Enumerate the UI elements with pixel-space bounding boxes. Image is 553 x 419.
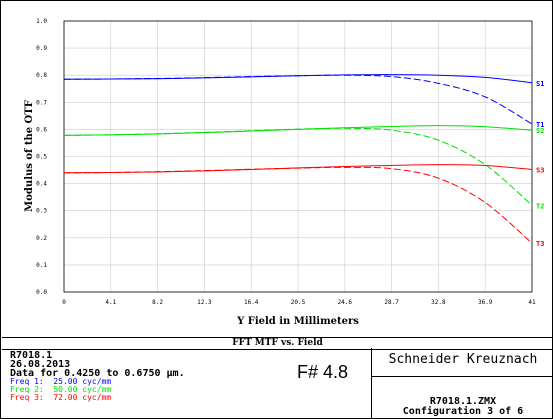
mtf-chart: 0 4.1 8.2 12.3 16.4 20.5 24.6 28.7 32.8 36.9 41 0.… (24, 18, 544, 327)
x-tick-label: 32.8 (431, 299, 446, 306)
x-tick-labels: 0 4.1 8.2 12.3 16.4 20.5 24.6 28.7 32.8 36.9 41 (62, 299, 536, 306)
y-tick-labels: 0.0 0.1 0.2 0.3 0.4 0.5 0.6 0.7 0.8 0.9 1.0 (36, 18, 47, 296)
lens-info-block: R7018.1 26.08.2013 Data for 0.4250 to 0.… (10, 351, 185, 402)
x-tick-label: 28.7 (384, 299, 399, 306)
chart-grid (63, 20, 533, 293)
series-line-t1 (63, 74, 533, 125)
series-label-t2: T2 (536, 202, 544, 210)
file-name: R7018.1.ZMX (429, 396, 497, 407)
freq-3: Freq 3: 72.00 cyc/mm (10, 393, 112, 402)
series-label-t3: T3 (536, 240, 544, 248)
y-tick-label: 0.2 (36, 235, 47, 242)
y-tick-label: 0.7 (36, 99, 47, 106)
plot-area-border (63, 20, 533, 293)
y-tick-label: 0.9 (36, 45, 47, 52)
x-tick-label: 8.2 (152, 299, 163, 306)
x-tick-label: 0 (62, 299, 66, 306)
x-tick-label: 4.1 (105, 299, 116, 306)
x-tick-label: 41 (528, 299, 536, 306)
lens-id: R7018.1 (10, 350, 53, 361)
x-axis-label: Y Field in Millimeters (236, 316, 359, 327)
series-line-t2 (63, 127, 533, 206)
series-label-s2: S2 (536, 127, 544, 135)
series-label-s1: S1 (536, 80, 544, 88)
y-tick-label: 0.6 (36, 126, 47, 133)
x-tick-label: 16.4 (244, 299, 259, 306)
series-label-s3: S3 (536, 167, 544, 175)
y-tick-label: 0.8 (36, 72, 47, 79)
x-tick-label: 20.5 (291, 299, 306, 306)
company-name: Schneider Kreuznach (388, 352, 538, 367)
x-tick-label: 24.6 (338, 299, 353, 306)
y-tick-label: 1.0 (36, 18, 47, 25)
y-tick-label: 0.5 (36, 154, 47, 161)
series-label-t1: T1 (536, 121, 544, 129)
x-tick-label: 36.9 (478, 299, 493, 306)
y-tick-label: 0.1 (36, 262, 47, 269)
freq-2: Freq 2: 50.00 cyc/mm (10, 385, 112, 394)
title-block: Schneider Kreuznach R7018.1.ZMX Configur… (371, 348, 553, 419)
f-number: F# 4.8 (297, 362, 349, 382)
y-axis-label: Modulus of the OTF (24, 100, 35, 212)
y-tick-label: 0.4 (36, 181, 47, 188)
report-date: 26.08.2013 (10, 359, 71, 370)
configuration: Configuration 3 of 6 (402, 406, 524, 417)
title-block-divider (372, 376, 553, 377)
series-lines (63, 74, 533, 244)
y-tick-label: 0.3 (36, 208, 47, 215)
freq-1: Freq 1: 25.00 cyc/mm (10, 377, 112, 386)
x-tick-label: 12.3 (197, 299, 212, 306)
y-tick-label: 0.0 (36, 289, 47, 296)
series-line-t3 (63, 166, 533, 244)
wavelength-range: Data for 0.4250 to 0.6750 µm. (10, 368, 185, 379)
chart-title: FFT MTF vs. Field (2, 337, 553, 350)
